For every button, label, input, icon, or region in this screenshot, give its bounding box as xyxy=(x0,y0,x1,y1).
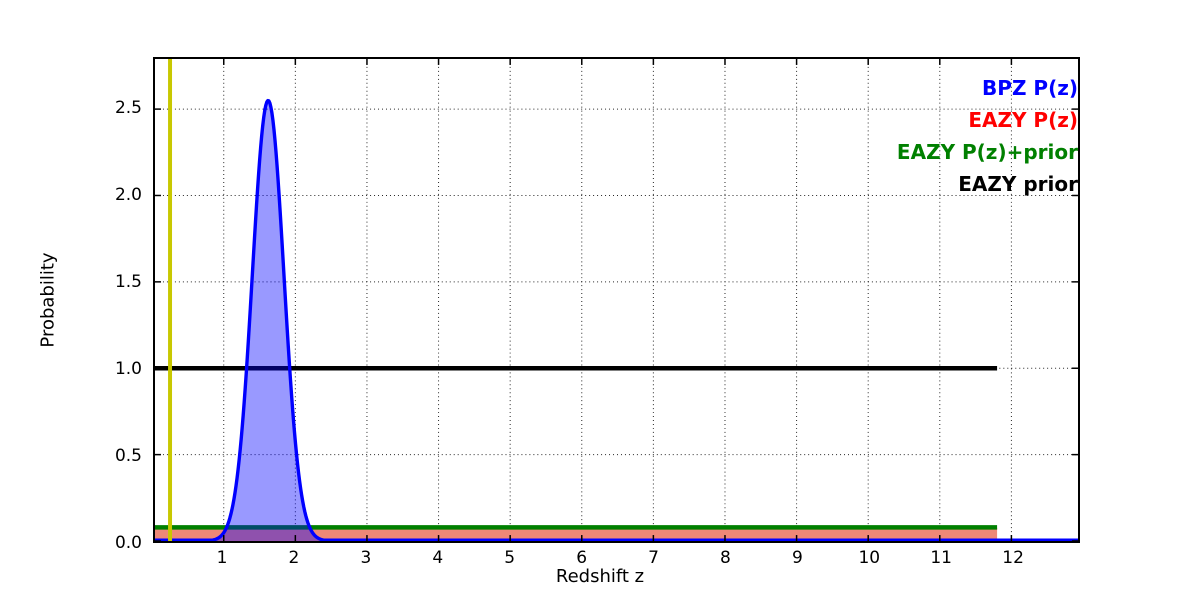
x-tick-label: 9 xyxy=(791,548,803,568)
x-tick-label: 12 xyxy=(1002,548,1024,568)
y-tick-label: 1.5 xyxy=(114,271,142,292)
legend-entry-eazy: EAZY P(z) xyxy=(968,108,1078,132)
x-tick-label: 6 xyxy=(576,548,588,568)
grid-lines-vertical xyxy=(223,59,1012,541)
y-axis-title: Probability xyxy=(37,252,59,348)
x-tick-label: 11 xyxy=(930,548,953,568)
x-tick-label: 3 xyxy=(360,548,372,568)
x-axis-title: Redshift z xyxy=(555,566,645,587)
legend-entry-bpz: BPZ P(z) xyxy=(982,76,1078,100)
x-tick-label: 7 xyxy=(648,548,659,568)
x-tick-label: 4 xyxy=(432,548,444,568)
x-tick-label: 5 xyxy=(504,548,516,568)
series-bpz-pz-line xyxy=(155,98,1078,541)
axis-tick-marks xyxy=(155,59,1078,541)
x-tick-label: 2 xyxy=(288,548,300,568)
y-tick-label: 1.0 xyxy=(114,358,142,379)
legend-entry-eazy-prior: EAZY P(z)+prior xyxy=(896,140,1078,164)
y-tick-label: 0.0 xyxy=(114,533,142,553)
x-tick-label: 1 xyxy=(216,548,228,568)
legend-entry-prior: EAZY prior xyxy=(958,172,1078,196)
x-tick-label: 10 xyxy=(858,548,881,568)
y-tick-label: 2.0 xyxy=(114,184,142,205)
chart-canvas xyxy=(155,59,1078,541)
y-tick-label: 0.5 xyxy=(114,445,142,466)
legend: BPZ P(z) EAZY P(z) EAZY P(z)+prior EAZY … xyxy=(897,78,1078,206)
plot-area xyxy=(153,57,1080,543)
x-tick-label: 8 xyxy=(720,548,731,568)
series-bpz-pz-fill xyxy=(155,100,1078,541)
y-tick-label: 2.5 xyxy=(114,97,142,118)
